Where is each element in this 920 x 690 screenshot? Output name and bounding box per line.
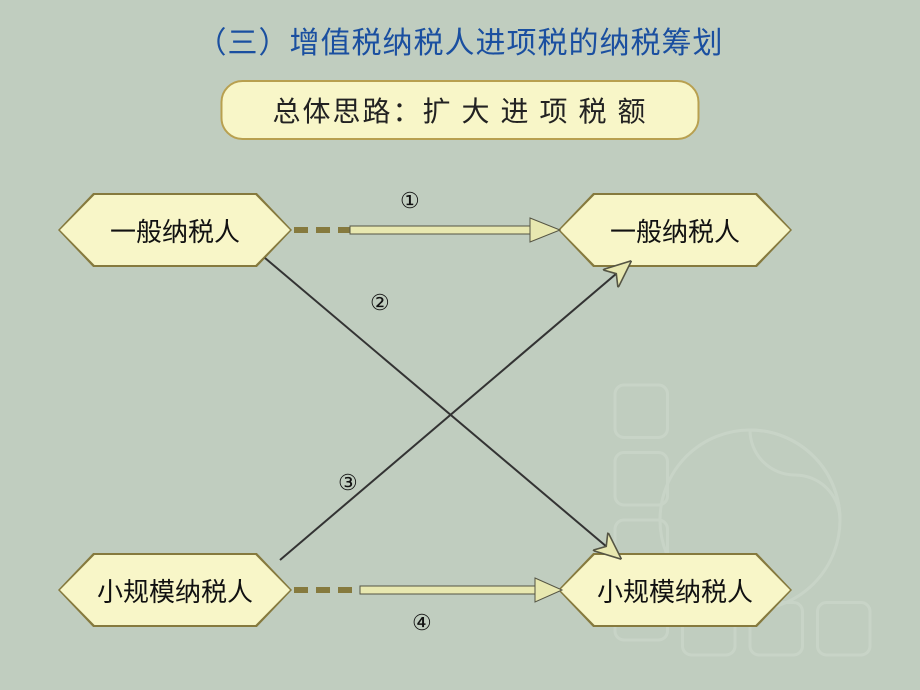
edge-label-1: ① <box>400 188 420 214</box>
page-title: （三）增值税纳税人进项税的纳税筹划 <box>0 18 920 62</box>
subtitle-box: 总体思路：扩 大 进 项 税 额 <box>220 80 699 140</box>
edge-label-3: ③ <box>338 470 358 496</box>
edge-label-4: ④ <box>412 610 432 636</box>
edge-label-2: ② <box>370 290 390 316</box>
edge-3 <box>280 262 630 560</box>
node-top-right: 一般纳税人 <box>560 195 790 265</box>
edge-4 <box>294 578 562 602</box>
node-bottom-left: 小规模纳税人 <box>60 555 290 625</box>
edge-2 <box>265 258 620 558</box>
node-top-left: 一般纳税人 <box>60 195 290 265</box>
node-bottom-right: 小规模纳税人 <box>560 555 790 625</box>
edge-1 <box>294 218 560 242</box>
